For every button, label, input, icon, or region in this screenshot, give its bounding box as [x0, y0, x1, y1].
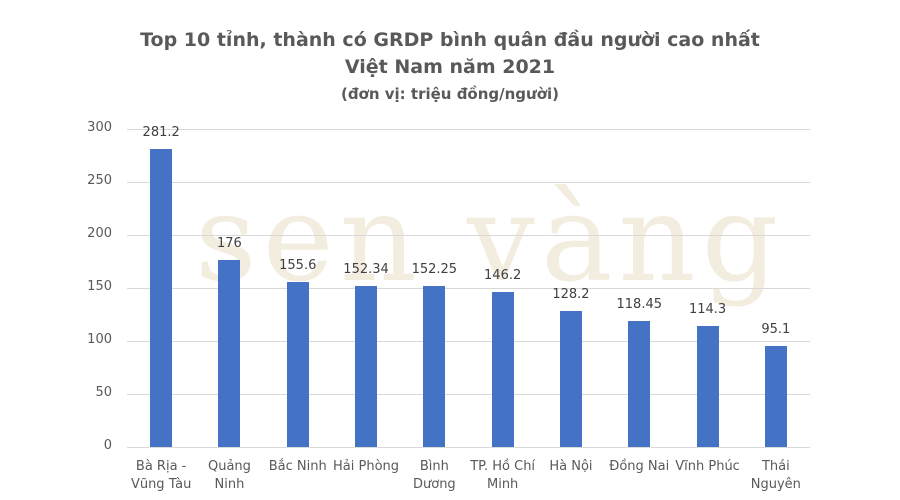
bar: [150, 148, 173, 447]
bar: [491, 292, 514, 447]
bar: [423, 285, 446, 447]
bar: [696, 325, 719, 447]
value-label: 146.2: [484, 268, 522, 284]
x-tick-label: Bắc Ninh: [258, 458, 338, 476]
y-tick-label: 300: [87, 120, 112, 135]
gridline: [127, 235, 810, 236]
x-tick-label-line: Vĩnh Phúc: [675, 459, 740, 474]
value-label: 128.2: [552, 287, 590, 303]
x-tick-label: Hải Phòng: [326, 458, 406, 476]
x-tick-label-line: Minh: [486, 477, 519, 492]
y-tick-label: 100: [87, 332, 112, 347]
chart-subtitle: (đơn vị: triệu đồng/người): [340, 85, 560, 103]
gridline: [127, 182, 810, 183]
x-tick-label-line: Bình: [419, 459, 449, 474]
bar: [628, 321, 651, 447]
gridline: [127, 129, 810, 130]
x-tick-label-line: Đồng Nai: [609, 459, 670, 474]
bar: [764, 346, 787, 447]
value-label: 152.25: [411, 261, 458, 277]
y-tick-label: 200: [87, 226, 112, 241]
x-tick-label-line: Bà Rịa -: [135, 459, 187, 474]
y-tick-label: 0: [103, 438, 112, 453]
bar: [559, 311, 582, 447]
x-tick-label-line: Nguyên: [750, 477, 801, 492]
value-label: 95.1: [761, 322, 791, 338]
x-tick-label: Đồng Nai: [599, 458, 679, 476]
value-label: 155.6: [279, 258, 317, 274]
y-tick-label: 150: [87, 279, 112, 294]
gridline: [127, 447, 810, 448]
bar: [355, 285, 378, 447]
value-label: 281.2: [142, 124, 180, 140]
gridline: [127, 288, 810, 289]
x-tick-label-line: Bắc Ninh: [268, 459, 327, 474]
x-tick-label: Quảng Ninh: [189, 458, 269, 494]
x-tick-label-line: Quảng: [207, 459, 251, 474]
x-tick-label-line: Hải Phòng: [333, 459, 400, 474]
value-label: 118.45: [616, 297, 663, 313]
x-tick-label: Hà Nội: [531, 458, 611, 476]
y-tick-label: 50: [95, 385, 112, 400]
bar: [286, 282, 309, 447]
x-tick-label: Bình Dương: [394, 458, 474, 494]
y-tick-label: 250: [87, 173, 112, 188]
value-label: 114.3: [688, 301, 727, 317]
gridline: [127, 341, 810, 342]
x-tick-label-line: Dương: [412, 477, 456, 492]
gridline: [127, 394, 810, 395]
x-tick-label: TP. Hồ Chí Minh: [463, 458, 543, 494]
x-tick-label-line: Vũng Tàu: [130, 477, 192, 492]
bar: [218, 260, 241, 447]
value-label: 152.34: [343, 261, 389, 277]
chart-title-line1: Top 10 tỉnh, thành có GRDP bình quân đầu…: [140, 29, 760, 51]
x-tick-label: Thái Nguyên: [736, 458, 816, 494]
chart-title-line2: Việt Nam năm 2021: [344, 56, 556, 78]
x-tick-label: Vĩnh Phúc: [668, 458, 748, 476]
value-label: 176: [217, 236, 242, 252]
x-tick-label: Bà Rịa - Vũng Tàu: [121, 458, 201, 494]
x-tick-label-line: Hà Nội: [549, 459, 593, 474]
x-tick-label-line: Ninh: [214, 477, 245, 492]
x-tick-label-line: Thái: [761, 459, 790, 474]
x-tick-label-line: TP. Hồ Chí: [470, 459, 536, 474]
plot-area: 281.2 176 155.6 152.34 152.25 146.2 128.2 118.4…: [127, 125, 810, 448]
